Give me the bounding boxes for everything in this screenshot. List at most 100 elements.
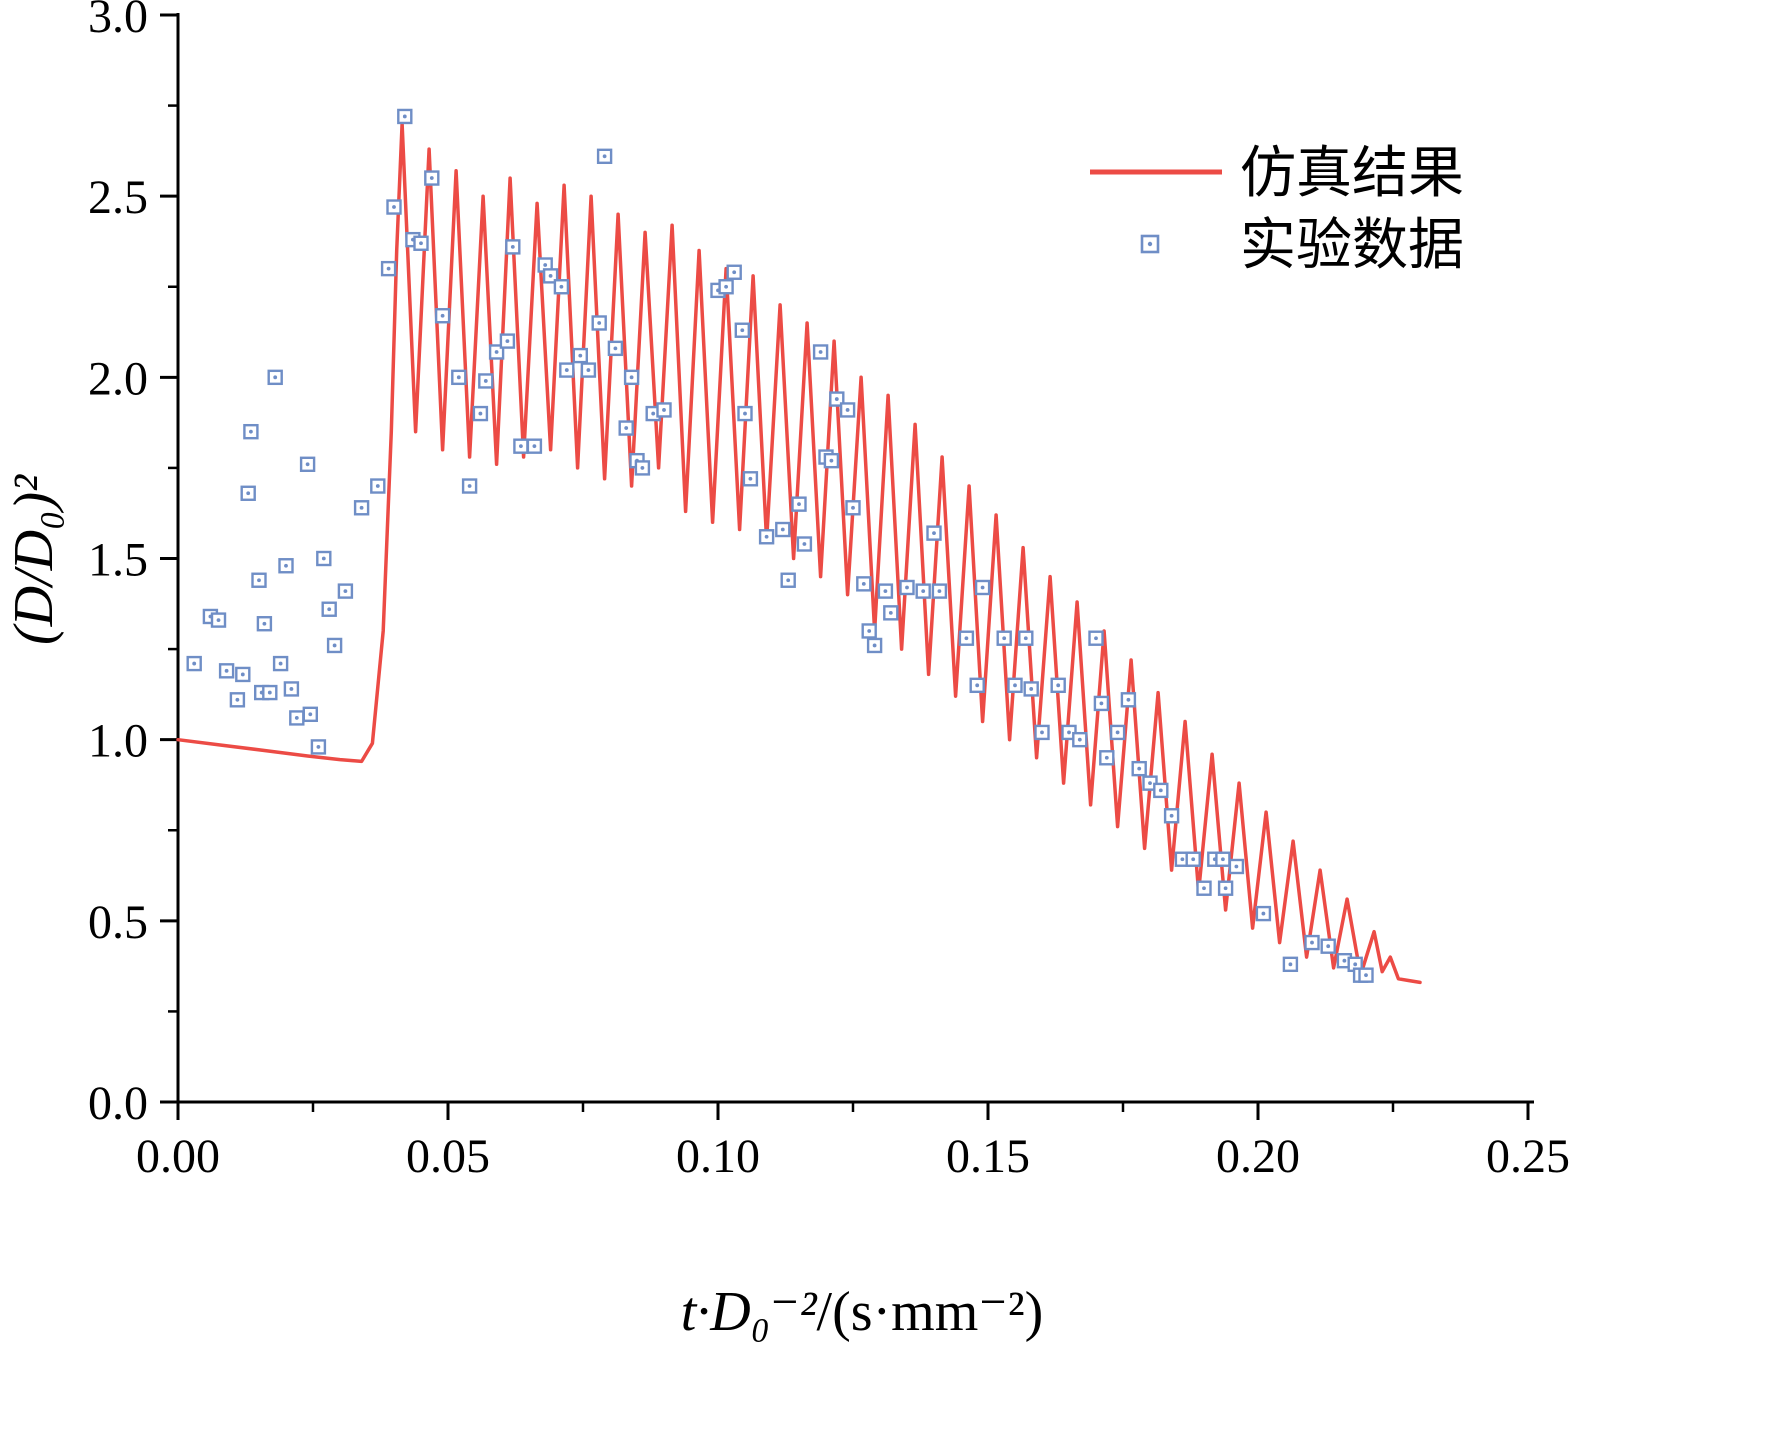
scatter-point-dot (1067, 730, 1071, 735)
x-tick-label: 0.05 (406, 1130, 490, 1183)
legend-label-experiment: 实验数据 (1240, 215, 1464, 277)
scatter-point-dot (249, 429, 253, 434)
scatter-point-dot (586, 368, 591, 372)
scatter-point-dot (267, 690, 272, 695)
scatter-point-dot (467, 484, 472, 488)
scatter-point-dot (932, 531, 936, 536)
legend: 仿真结果 实验数据 (1090, 143, 1464, 277)
scatter-point-dot (818, 350, 823, 354)
scatter-point-dot (478, 411, 483, 416)
scatter-point-dot (440, 313, 445, 318)
y-tick-label: 1.5 (88, 534, 148, 587)
scatter-point-dot (419, 241, 423, 246)
scatter-point-dot (1137, 766, 1142, 771)
scatter-point-dot (192, 661, 197, 666)
legend-label-simulation: 仿真结果 (1240, 143, 1464, 205)
scatter-point-dot (905, 585, 909, 590)
x-tick-label: 0.15 (946, 1130, 1030, 1183)
scatter-point-dot (1099, 701, 1104, 706)
scatter-point-dot (651, 411, 656, 416)
scatter-point-dot (1094, 636, 1098, 641)
x-tick-label: 0.10 (676, 1130, 760, 1183)
scatter-point-dot (519, 444, 523, 449)
scatter-point-dot (764, 534, 769, 539)
x-tick-label: 0.25 (1486, 1130, 1570, 1183)
scatter-point-dot (597, 321, 602, 325)
scatter-point-dot (1342, 958, 1347, 963)
scatter-point-dot (216, 618, 221, 622)
scatter-point-dot (510, 244, 515, 249)
scatter-point-dot (1013, 683, 1017, 688)
scatter-point-dot (246, 491, 251, 496)
scatter-point-dot (743, 411, 747, 416)
scatter-point-dot (1310, 940, 1314, 945)
scatter-point-dot (429, 176, 434, 180)
scatter-point-dot (327, 607, 332, 612)
scatter-point-dot (921, 589, 926, 594)
scatter-point-dot (1158, 788, 1163, 793)
y-tick-label: 1.0 (88, 715, 148, 768)
scatter-point-dot (883, 589, 888, 594)
scatter-point-dot (740, 328, 745, 333)
scatter-point-dot (294, 716, 299, 720)
scatter-point-dot (343, 589, 348, 594)
scatter-point-dot (375, 484, 380, 488)
legend-scatter-marker-dot (1147, 241, 1153, 247)
scatter-point-dot (392, 205, 396, 209)
scatter-point-dot (1148, 781, 1152, 786)
scatter-point-dot (456, 375, 461, 380)
scatter-point-dot (1364, 973, 1368, 978)
scatter-point-dot (1115, 730, 1120, 735)
scatter-point-dot (1234, 864, 1239, 869)
scatter-point-dot (289, 687, 294, 691)
scatter-point-dot (284, 563, 288, 568)
scatter-point-dot (780, 527, 785, 532)
scatter-point-dot (851, 505, 855, 510)
scatter-point-dot (1002, 636, 1007, 641)
scatter-point-dot (845, 408, 850, 412)
scatter-point-dot (1077, 737, 1082, 742)
y-tick-label: 2.5 (88, 171, 148, 224)
scatter-point-dot (624, 426, 629, 430)
scatter-point-dot (402, 114, 407, 119)
data-series (176, 108, 1422, 985)
scatter-point-dot (532, 444, 537, 449)
scatter-point-dot (543, 263, 548, 267)
y-tick-label: 0.0 (88, 1077, 148, 1130)
scatter-point-dot (1169, 813, 1174, 818)
scatter-point-dot (1029, 687, 1034, 691)
scatter-point-dot (1353, 962, 1358, 967)
scatter-point-dot (257, 578, 261, 583)
scatter-point-dot (559, 284, 564, 289)
simulation-line (176, 121, 1422, 985)
x-tick-label: 0.00 (136, 1130, 220, 1183)
scatter-point-dot (305, 462, 310, 467)
scatter-point-dot (578, 353, 583, 358)
scatter-point-dot (278, 661, 283, 666)
scatter-point-dot (386, 266, 391, 271)
y-tick-label: 3.0 (88, 0, 148, 43)
scatter-point-dot (1056, 683, 1061, 688)
scatter-point-dot (964, 636, 969, 641)
scatter-point-dot (861, 581, 866, 586)
scatter-point-dot (802, 542, 807, 546)
scatter-point-dot (1223, 886, 1228, 891)
y-tick-label: 2.0 (88, 352, 148, 405)
scatter-point-dot (629, 375, 634, 380)
scatter-point-dot (980, 585, 985, 590)
scatter-point-dot (224, 668, 229, 673)
y-tick-label: 0.5 (88, 896, 148, 949)
scatter-point-dot (748, 476, 753, 481)
scatter-point-dot (494, 350, 499, 354)
scatter-point-dot (1326, 944, 1331, 949)
scatter-point-dot (732, 270, 737, 275)
scatter-point-dot (1104, 755, 1109, 760)
scatter-point-dot (613, 346, 618, 351)
scatter-point-dot (867, 629, 872, 633)
scatter-point-dot (332, 643, 337, 648)
scatter-point-dot (829, 458, 834, 463)
scatter-point-dot (662, 408, 666, 412)
scatter-point-dot (359, 505, 364, 510)
